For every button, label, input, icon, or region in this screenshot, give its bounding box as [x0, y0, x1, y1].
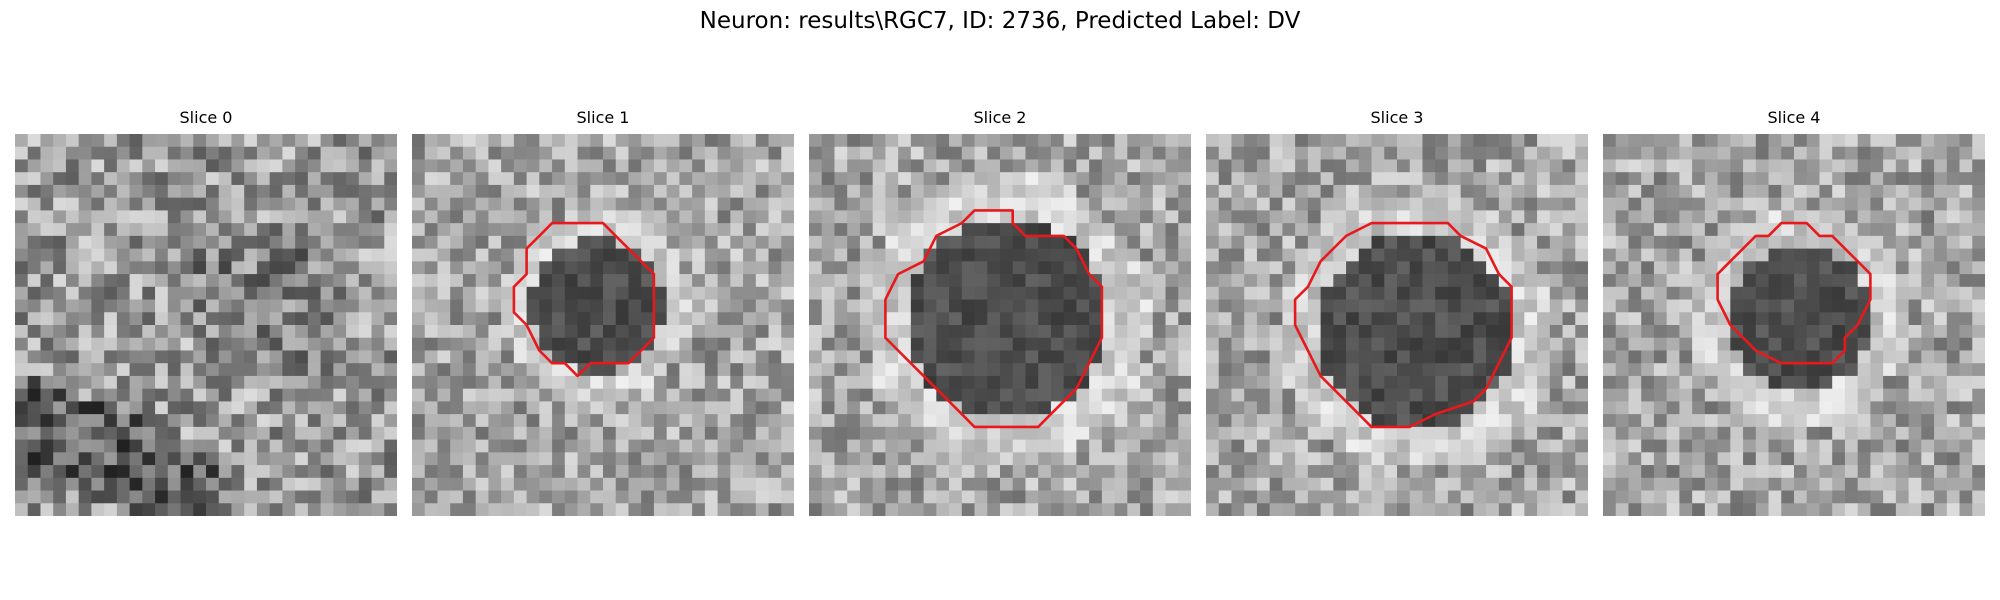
slice-panel-2: Slice 2: [809, 134, 1191, 516]
slice-panel-1: Slice 1: [412, 134, 794, 516]
slice-panel-3: Slice 3: [1206, 134, 1588, 516]
slice-image-4: [1603, 134, 1985, 516]
slice-title: Slice 4: [1603, 108, 1985, 127]
slice-title: Slice 3: [1206, 108, 1588, 127]
slice-title: Slice 2: [809, 108, 1191, 127]
slice-image-0: [15, 134, 397, 516]
slice-title: Slice 1: [412, 108, 794, 127]
slice-image-1: [412, 134, 794, 516]
slice-image-2: [809, 134, 1191, 516]
slice-image-3: [1206, 134, 1588, 516]
slice-panel-4: Slice 4: [1603, 134, 1985, 516]
slice-panel-0: Slice 0: [15, 134, 397, 516]
figure-title: Neuron: results\RGC7, ID: 2736, Predicte…: [0, 8, 2000, 34]
slice-title: Slice 0: [15, 108, 397, 127]
